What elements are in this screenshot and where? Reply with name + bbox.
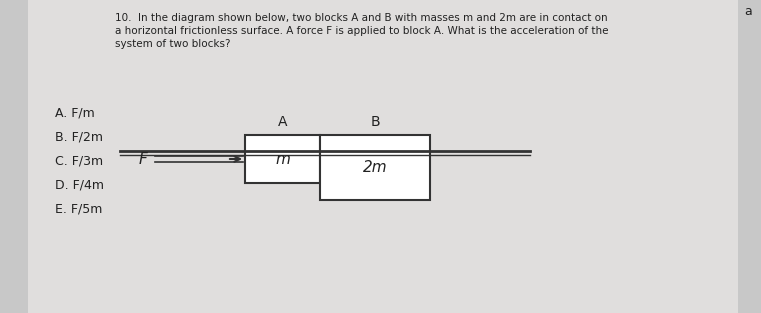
Bar xyxy=(320,135,430,200)
Text: a: a xyxy=(744,5,752,18)
Text: E. F/5m: E. F/5m xyxy=(55,203,103,215)
Text: B: B xyxy=(370,115,380,129)
Text: F: F xyxy=(139,151,147,167)
Bar xyxy=(245,135,320,183)
Text: A: A xyxy=(278,115,287,129)
Text: 10.  In the diagram shown below, two blocks A and B with masses m and 2m are in : 10. In the diagram shown below, two bloc… xyxy=(115,13,609,49)
Text: 2m: 2m xyxy=(363,160,387,175)
Text: m: m xyxy=(275,151,290,167)
Text: D. F/4m: D. F/4m xyxy=(55,178,104,192)
Text: B. F/2m: B. F/2m xyxy=(55,131,103,143)
Text: C. F/3m: C. F/3m xyxy=(55,155,103,167)
FancyBboxPatch shape xyxy=(28,0,738,313)
Text: A. F/m: A. F/m xyxy=(55,106,95,120)
